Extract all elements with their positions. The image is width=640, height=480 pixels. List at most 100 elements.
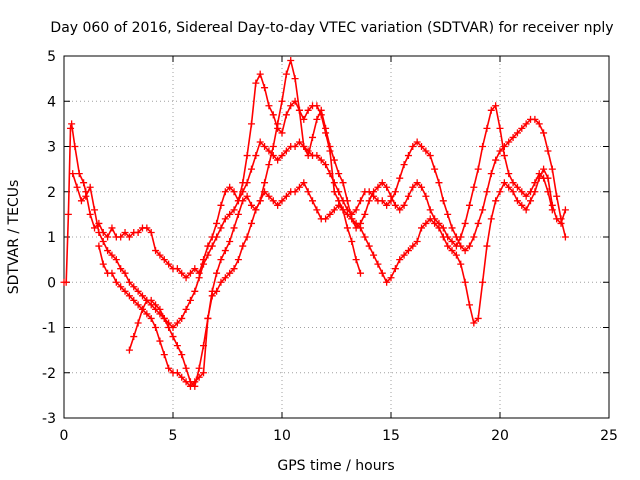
data-point [247, 219, 255, 227]
data-point [304, 152, 312, 160]
x-tick-label: 5 [169, 428, 178, 444]
data-point [182, 274, 190, 282]
data-point [457, 233, 465, 241]
data-point [522, 206, 530, 214]
data-point [77, 197, 85, 205]
data-point [152, 301, 160, 309]
data-point [247, 120, 255, 128]
data-point [356, 269, 364, 277]
data-point [130, 333, 138, 341]
data-point [522, 120, 530, 128]
data-point [335, 188, 343, 196]
data-point [156, 251, 164, 259]
data-point [147, 296, 155, 304]
data-point [278, 197, 286, 205]
data-point [391, 265, 399, 273]
data-point [474, 219, 482, 227]
data-point [535, 120, 543, 128]
data-point [418, 143, 426, 150]
data-point [125, 346, 133, 354]
data-point [282, 70, 290, 78]
data-point [182, 305, 190, 313]
data-point [178, 373, 186, 381]
data-point [439, 224, 447, 232]
data-point [461, 278, 469, 286]
data-point [400, 201, 408, 209]
chart-title: Day 060 of 2016, Sidereal Day-to-day VTE… [50, 20, 613, 36]
data-point [448, 238, 456, 246]
data-point [99, 260, 107, 268]
data-point [404, 152, 412, 160]
data-point [295, 138, 303, 146]
data-point [326, 143, 334, 150]
data-point [160, 256, 168, 264]
data-point [557, 215, 565, 223]
data-point [152, 324, 160, 331]
data-point [117, 233, 125, 241]
data-point [391, 201, 399, 209]
data-point [479, 143, 487, 150]
data-point [143, 310, 151, 318]
data-point [178, 314, 186, 322]
data-point [125, 233, 133, 241]
data-point [143, 224, 151, 232]
data-point [348, 238, 356, 246]
data-point [291, 143, 299, 150]
grid-lines [64, 56, 609, 418]
data-point [75, 170, 83, 178]
data-point [461, 219, 469, 227]
data-point [378, 197, 386, 205]
data-point [496, 147, 504, 155]
data-point [226, 210, 234, 218]
data-point [69, 170, 77, 178]
data-point [82, 192, 90, 200]
data-point [365, 197, 373, 205]
data-point [444, 242, 452, 250]
data-point [91, 206, 99, 214]
data-point [531, 179, 539, 187]
data-point [426, 152, 434, 160]
series-trace-2 [95, 165, 569, 390]
data-point [418, 224, 426, 232]
data-point [178, 269, 186, 277]
data-series [60, 57, 569, 390]
data-point [540, 129, 548, 137]
data-point [413, 138, 421, 146]
data-point [561, 233, 569, 241]
data-point [125, 292, 133, 300]
data-point [374, 183, 382, 191]
data-point [422, 192, 430, 200]
data-point [465, 201, 473, 209]
data-point [374, 260, 382, 268]
y-tick-label: 0 [47, 275, 56, 291]
data-point [295, 106, 303, 114]
data-point [191, 287, 199, 295]
data-point [208, 242, 216, 250]
data-point [217, 224, 225, 232]
data-point [274, 156, 282, 164]
data-point [391, 188, 399, 196]
data-point [178, 351, 186, 359]
data-point [352, 224, 360, 232]
data-point [208, 287, 216, 295]
data-point [313, 102, 321, 110]
data-point [134, 319, 142, 327]
x-tick-label: 0 [60, 428, 69, 444]
data-point [505, 170, 513, 178]
data-point [186, 378, 194, 386]
data-point [204, 314, 212, 322]
data-point [217, 201, 225, 209]
data-point [213, 269, 221, 277]
data-point [256, 70, 264, 78]
data-point [67, 124, 75, 132]
data-point [396, 206, 404, 214]
data-point [221, 247, 229, 255]
data-point [317, 156, 325, 164]
data-point [356, 219, 364, 227]
x-tick-label: 15 [382, 428, 400, 444]
series-line [64, 71, 362, 284]
data-point [130, 283, 138, 291]
data-point [295, 183, 303, 191]
data-point [80, 179, 88, 187]
data-point [160, 351, 168, 359]
